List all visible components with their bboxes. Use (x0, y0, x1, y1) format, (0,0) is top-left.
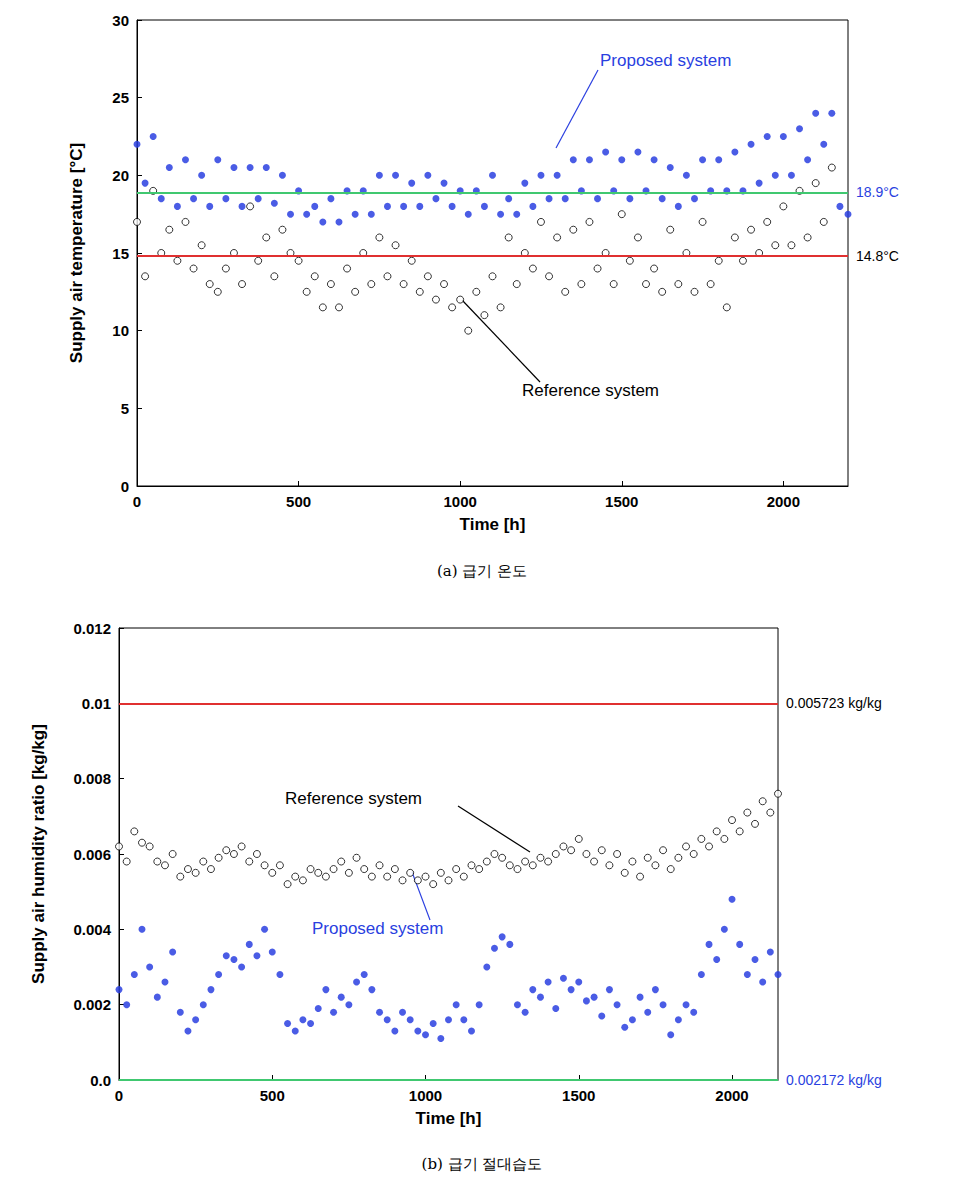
svg-text:500: 500 (260, 1087, 285, 1104)
svg-text:5: 5 (121, 400, 129, 417)
svg-text:0: 0 (115, 1087, 123, 1104)
svg-text:0: 0 (133, 493, 141, 510)
svg-text:30: 30 (112, 12, 129, 29)
svg-text:0.002: 0.002 (73, 996, 111, 1013)
svg-text:Proposed system: Proposed system (600, 51, 731, 70)
svg-text:20: 20 (112, 167, 129, 184)
svg-text:25: 25 (112, 89, 129, 106)
svg-text:1500: 1500 (605, 493, 638, 510)
svg-text:Reference system: Reference system (285, 789, 422, 808)
svg-text:Supply air temperature [°C]: Supply air temperature [°C] (67, 143, 86, 363)
svg-text:Supply air humidity ratio [kg/: Supply air humidity ratio [kg/kg] (29, 724, 48, 984)
svg-text:1500: 1500 (562, 1087, 595, 1104)
svg-text:1000: 1000 (409, 1087, 442, 1104)
svg-text:10: 10 (112, 322, 129, 339)
svg-text:0.002172 kg/kg: 0.002172 kg/kg (786, 1072, 882, 1088)
svg-text:2000: 2000 (715, 1087, 748, 1104)
svg-text:0.0: 0.0 (90, 1072, 111, 1089)
svg-text:1000: 1000 (443, 493, 476, 510)
svg-text:2000: 2000 (767, 493, 800, 510)
svg-text:0.005723 kg/kg: 0.005723 kg/kg (786, 695, 882, 711)
svg-text:Time [h]: Time [h] (460, 515, 526, 534)
svg-text:Time [h]: Time [h] (416, 1109, 482, 1128)
svg-text:0: 0 (121, 478, 129, 495)
svg-text:0.012: 0.012 (73, 620, 111, 637)
svg-text:(a) 급기 온도: (a) 급기 온도 (437, 562, 527, 580)
svg-text:0.006: 0.006 (73, 846, 111, 863)
svg-text:Proposed system: Proposed system (312, 919, 443, 938)
svg-text:Reference system: Reference system (522, 381, 659, 400)
svg-text:(b) 급기 절대습도: (b) 급기 절대습도 (422, 1155, 543, 1173)
svg-text:14.8°C: 14.8°C (856, 248, 899, 264)
svg-text:0.008: 0.008 (73, 770, 111, 787)
svg-text:0.01: 0.01 (82, 695, 111, 712)
svg-text:0.004: 0.004 (73, 921, 111, 938)
svg-text:15: 15 (112, 245, 129, 262)
svg-text:500: 500 (286, 493, 311, 510)
svg-text:18.9°C: 18.9°C (856, 184, 899, 200)
